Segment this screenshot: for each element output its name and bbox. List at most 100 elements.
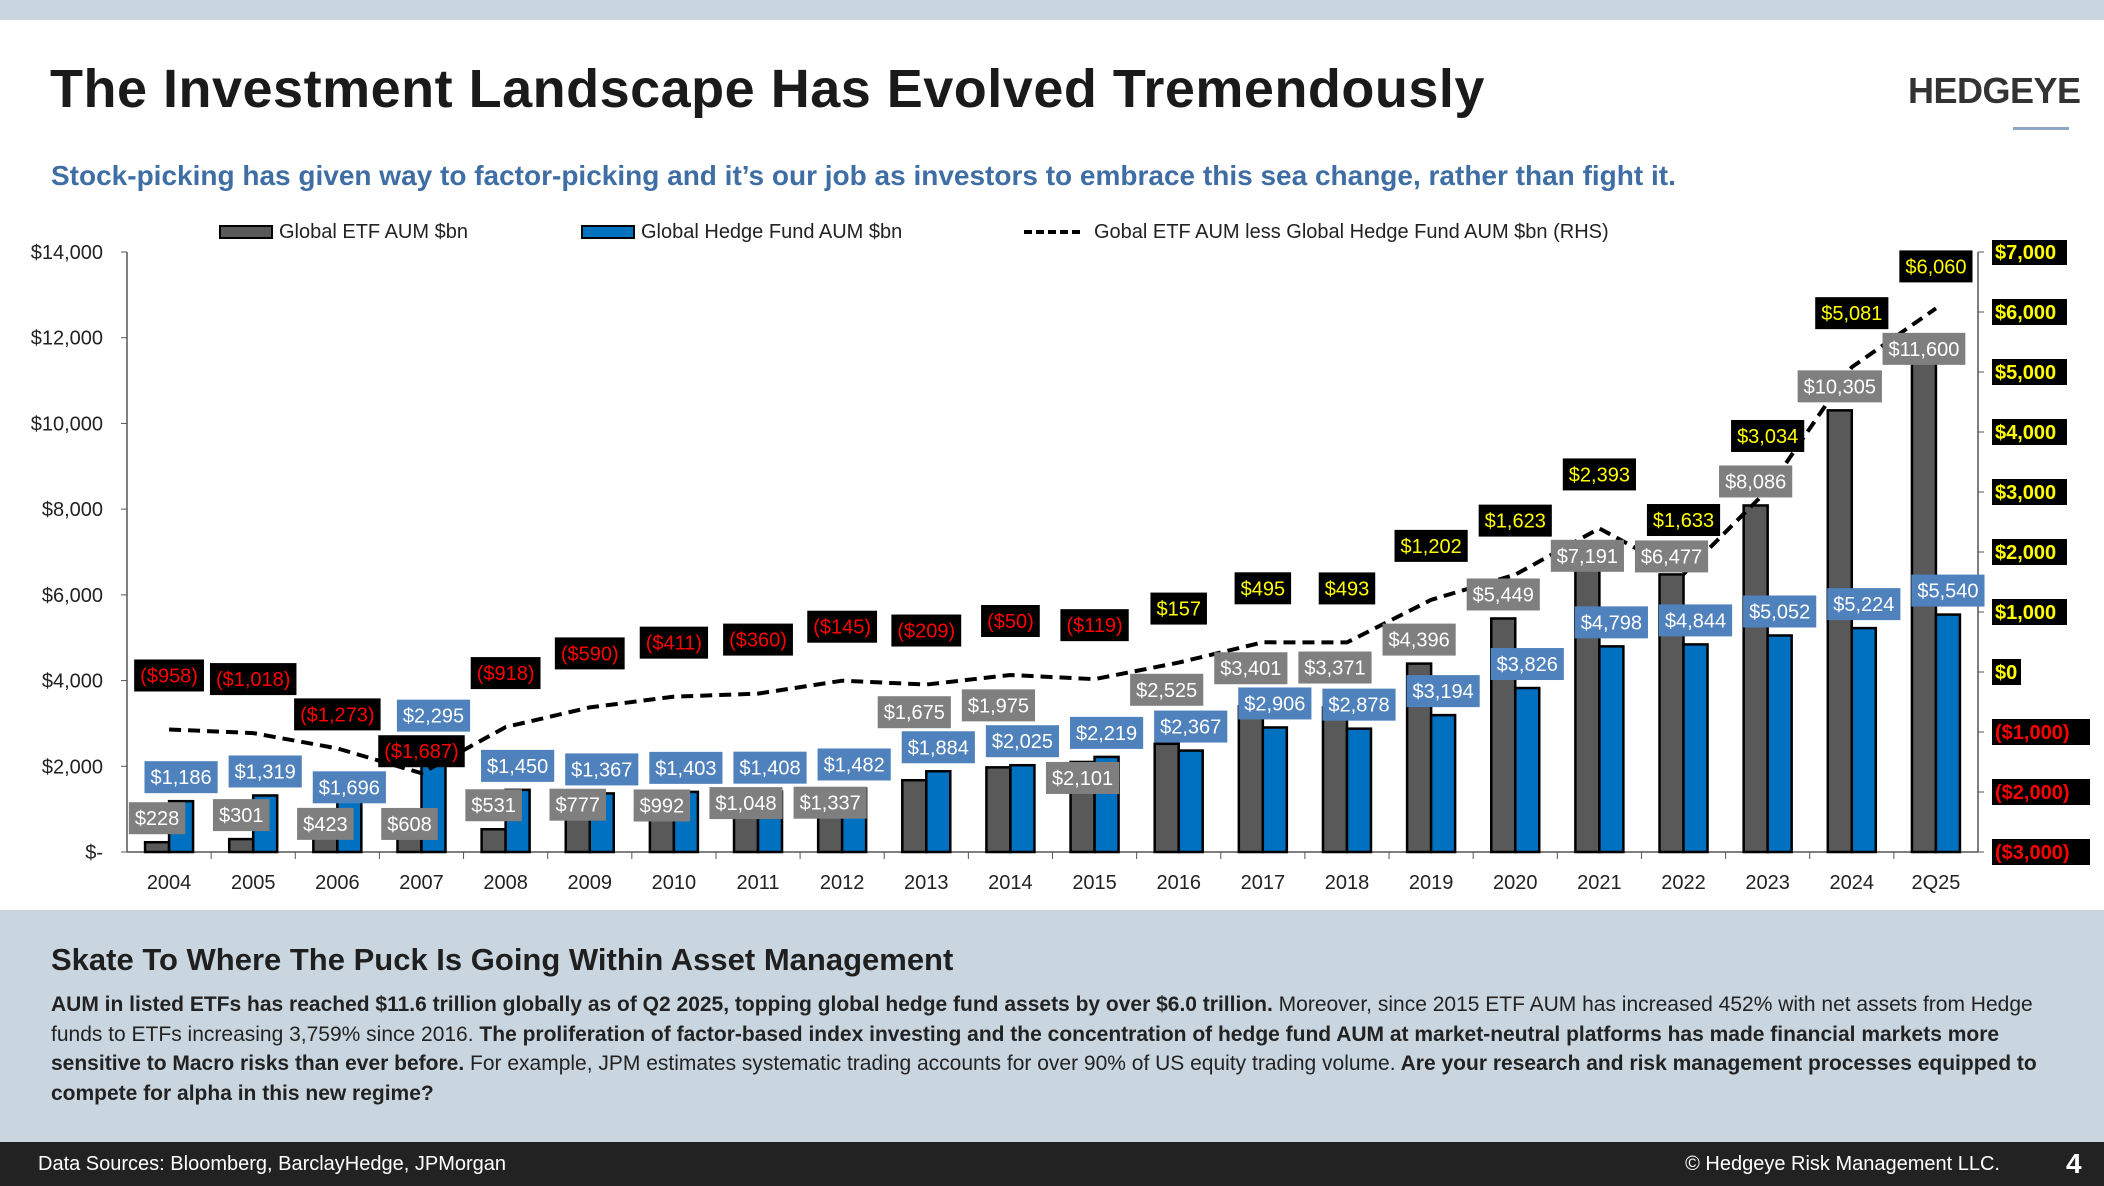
right-tick-box [1992, 419, 2067, 445]
footer: Data Sources: Bloomberg, BarclayHedge, J… [0, 1142, 2104, 1186]
hedge-fund-data-label-box [817, 748, 891, 781]
top-strip [0, 0, 2104, 20]
etf-bar [901, 778, 928, 854]
etf-data-label: $608 [387, 814, 432, 836]
etf-data-label: $301 [219, 805, 264, 827]
hedge-fund-data-label-box [228, 755, 302, 788]
difference-data-label: $495 [1241, 578, 1286, 600]
legend-swatch-etf [219, 225, 273, 239]
page-subtitle: Stock-picking has given way to factor-pi… [51, 160, 1676, 191]
x-tick-label: 2015 [1072, 872, 1117, 894]
etf-data-label: $11,600 [1889, 339, 1960, 361]
left-tick-label: $6,000 [42, 585, 103, 607]
difference-data-label: ($209) [897, 621, 955, 643]
difference-data-label-box [1234, 572, 1292, 605]
etf-data-label: $423 [303, 814, 348, 836]
etf-data-label-box [549, 788, 606, 821]
hedge-fund-data-label-box [1406, 675, 1480, 708]
hedge-fund-data-label: $2,906 [1244, 693, 1305, 715]
difference-data-label: ($119) [1066, 615, 1122, 637]
hedgeye-logo: HEDGEYE [1908, 70, 2081, 111]
hedge-fund-data-label: $4,798 [1581, 612, 1642, 634]
difference-data-label: $6,060 [1905, 256, 1966, 278]
legend-item-hedge-fund: Global Hedge Fund AUM $bn [581, 218, 902, 246]
commentary-segment: AUM in listed ETFs has reached $11.6 tri… [51, 993, 1273, 1016]
logo-underline [2013, 127, 2069, 130]
difference-data-label: ($1,687) [384, 741, 459, 763]
right-tick-label: $4,000 [1995, 422, 2056, 444]
right-tick-box [1992, 599, 2067, 625]
difference-data-label-box [639, 626, 709, 659]
legend-item-difference: Gobal ETF AUM less Global Hedge Fund AUM… [1024, 218, 1609, 246]
right-tick-box [1992, 479, 2067, 505]
difference-data-label-box [807, 610, 878, 643]
hedge-fund-data-label: $3,194 [1413, 681, 1474, 703]
commentary-panel: Skate To Where The Puck Is Going Within … [0, 910, 2104, 1142]
difference-data-label-box [723, 623, 793, 656]
x-tick-label: 2Q25 [1911, 872, 1960, 894]
x-tick-label: 2005 [231, 872, 276, 894]
aum-chart: $- $2,000 $4,000 $6,000 $8,000 $10,000 $12,000… [31, 240, 2090, 894]
hedge-fund-data-label: $2,295 [403, 706, 464, 728]
hedge-fund-data-label-box [733, 751, 807, 784]
commentary-segment: For example, JPM estimates systematic tr… [464, 1052, 1396, 1075]
etf-data-label: $1,337 [800, 793, 861, 815]
hedge-fund-data-label: $1,450 [487, 756, 548, 778]
hedge-fund-data-label-box [649, 751, 723, 784]
x-tick-label: 2016 [1156, 872, 1201, 894]
right-tick-label: ($2,000) [1995, 782, 2070, 804]
hedge-fund-bar [1345, 727, 1373, 854]
right-tick-label: $5,000 [1995, 362, 2056, 384]
etf-data-label: $228 [135, 808, 180, 830]
x-tick-label: 2012 [820, 872, 865, 894]
hedge-fund-bar [925, 770, 952, 854]
x-tick-label: 2017 [1241, 872, 1286, 894]
difference-data-label: ($1,273) [300, 704, 375, 726]
etf-data-label-box [128, 802, 186, 835]
difference-data-label-box [1562, 458, 1636, 491]
etf-data-label: $2,101 [1052, 768, 1113, 790]
hedge-fund-data-label: $1,319 [235, 761, 296, 783]
difference-data-label: $3,034 [1737, 426, 1798, 448]
difference-data-label-box [891, 614, 962, 647]
difference-data-label-box [1150, 592, 1207, 625]
right-tick-label: $1,000 [1995, 602, 2056, 624]
hedge-fund-bar [1766, 634, 1793, 854]
right-tick-box [1992, 719, 2090, 745]
hedge-fund-data-label-box [565, 753, 639, 786]
x-tick-label: 2023 [1745, 872, 1790, 894]
hedge-fund-bar [1598, 645, 1625, 854]
right-tick-box [1992, 299, 2067, 325]
etf-data-label-box [1550, 539, 1624, 572]
hedge-fund-data-label: $2,878 [1328, 695, 1389, 717]
right-tick-label: ($1,000) [1995, 722, 2070, 744]
commentary-text: AUM in listed ETFs has reached $11.6 tri… [51, 990, 2051, 1108]
legend-label-hedge-fund: Global Hedge Fund AUM $bn [641, 220, 903, 243]
difference-data-label-box [554, 637, 625, 670]
etf-bar [1321, 706, 1349, 854]
commentary-heading: Skate To Where The Puck Is Going Within … [51, 942, 954, 977]
etf-bar [1574, 542, 1601, 854]
x-tick-label: 2004 [147, 872, 192, 894]
difference-data-label-box [1899, 250, 1973, 283]
hedge-fund-data-label-box [901, 731, 975, 764]
left-tick-label: $4,000 [42, 671, 103, 693]
left-tick-label: $8,000 [42, 499, 103, 521]
etf-bar [1153, 742, 1180, 854]
etf-data-label: $531 [471, 795, 516, 817]
etf-bar [1826, 409, 1854, 854]
x-tick-label: 2011 [737, 872, 780, 894]
hedge-fund-data-label: $4,844 [1665, 610, 1726, 632]
etf-data-label-box [1882, 332, 1966, 365]
difference-data-label-box [294, 698, 381, 731]
page-number: 4 [2066, 1148, 2082, 1179]
hedge-fund-bar [1177, 749, 1204, 854]
difference-data-label-box [981, 605, 1040, 637]
x-tick-label: 2019 [1409, 872, 1454, 894]
etf-data-label: $777 [556, 795, 601, 817]
hedge-fund-data-label-box [1827, 588, 1901, 621]
etf-data-label-box [1719, 465, 1793, 498]
x-tick-label: 2022 [1661, 872, 1706, 894]
etf-data-label-box [1382, 623, 1456, 656]
hedge-fund-data-label-box [1238, 687, 1312, 720]
